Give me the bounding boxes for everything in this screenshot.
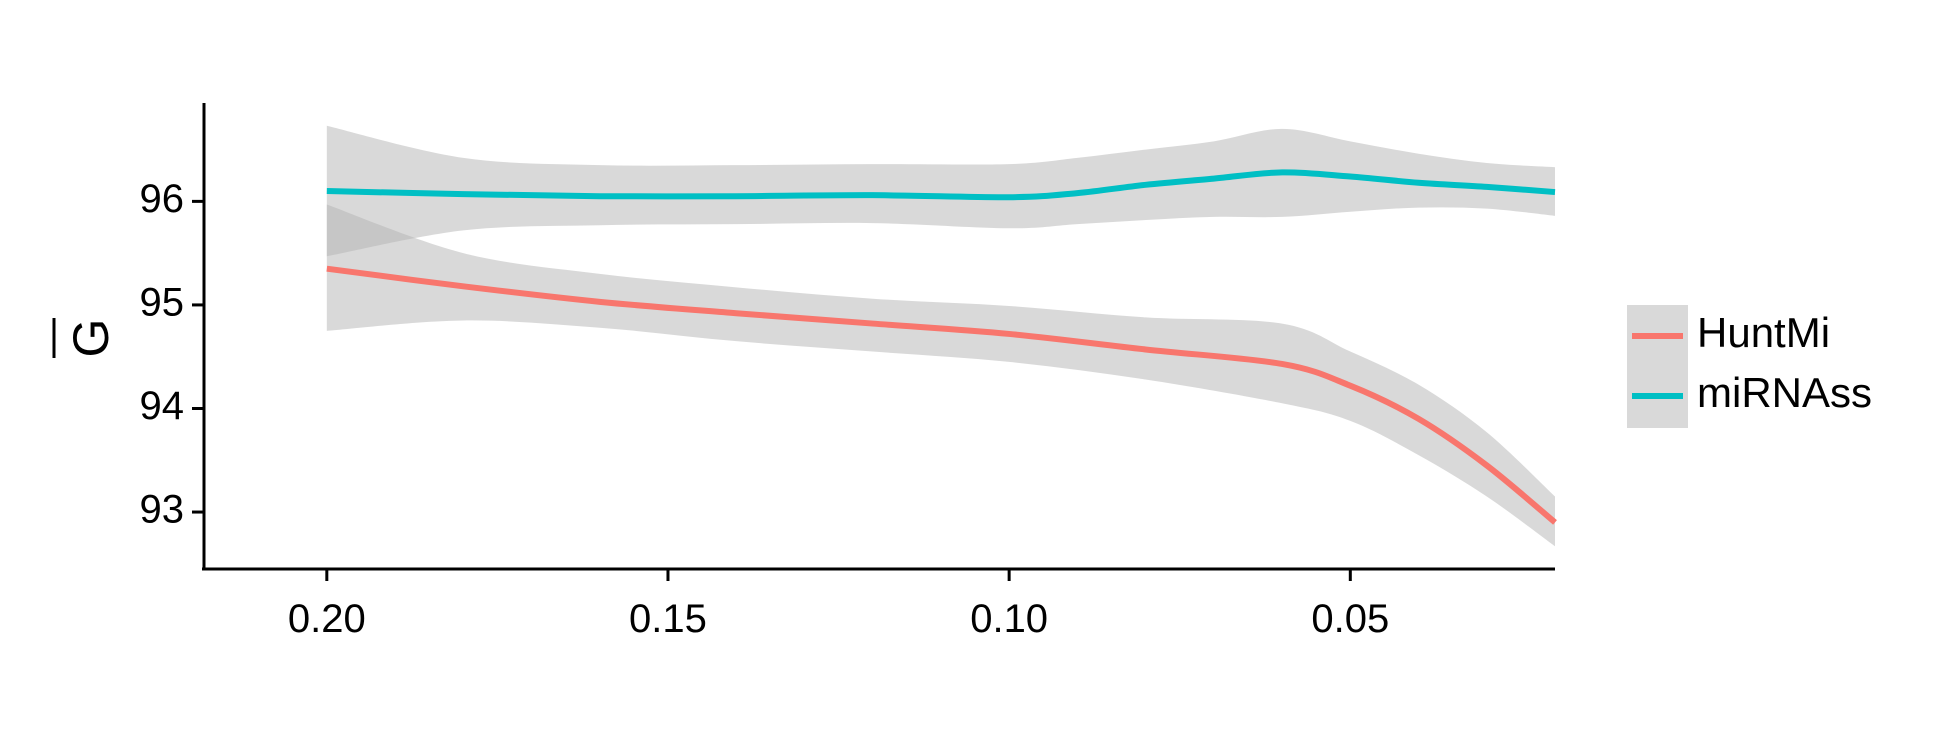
y-axis-title: G [52,318,119,358]
series-lines [326,169,1557,525]
series-line-huntmi [326,265,1557,525]
y-axis-ticks: 93 94 95 96 [140,177,204,532]
legend-label-huntmi: HuntMi [1697,309,1830,356]
legend-label-mirnass: miRNAss [1697,369,1872,416]
x-tick-label: 0.20 [288,597,366,641]
series-line-mirnass [326,169,1556,201]
x-axis-ticks: 0.20 0.15 0.10 0.05 [288,569,1389,641]
confidence-band-huntmi [326,204,1555,547]
y-tick-label: 94 [140,384,185,428]
y-tick-label: 93 [140,488,185,532]
y-tick-label: 95 [140,280,185,324]
y-tick-label: 96 [140,177,185,221]
legend: HuntMi miRNAss [1627,305,1872,428]
confidence-band-mirnass [326,125,1555,257]
confidence-bands [326,125,1555,547]
y-axis-label: G [63,319,119,358]
x-tick-label: 0.05 [1311,597,1389,641]
legend-key-background [1627,305,1688,428]
x-tick-label: 0.10 [970,597,1048,641]
x-tick-label: 0.15 [629,597,707,641]
